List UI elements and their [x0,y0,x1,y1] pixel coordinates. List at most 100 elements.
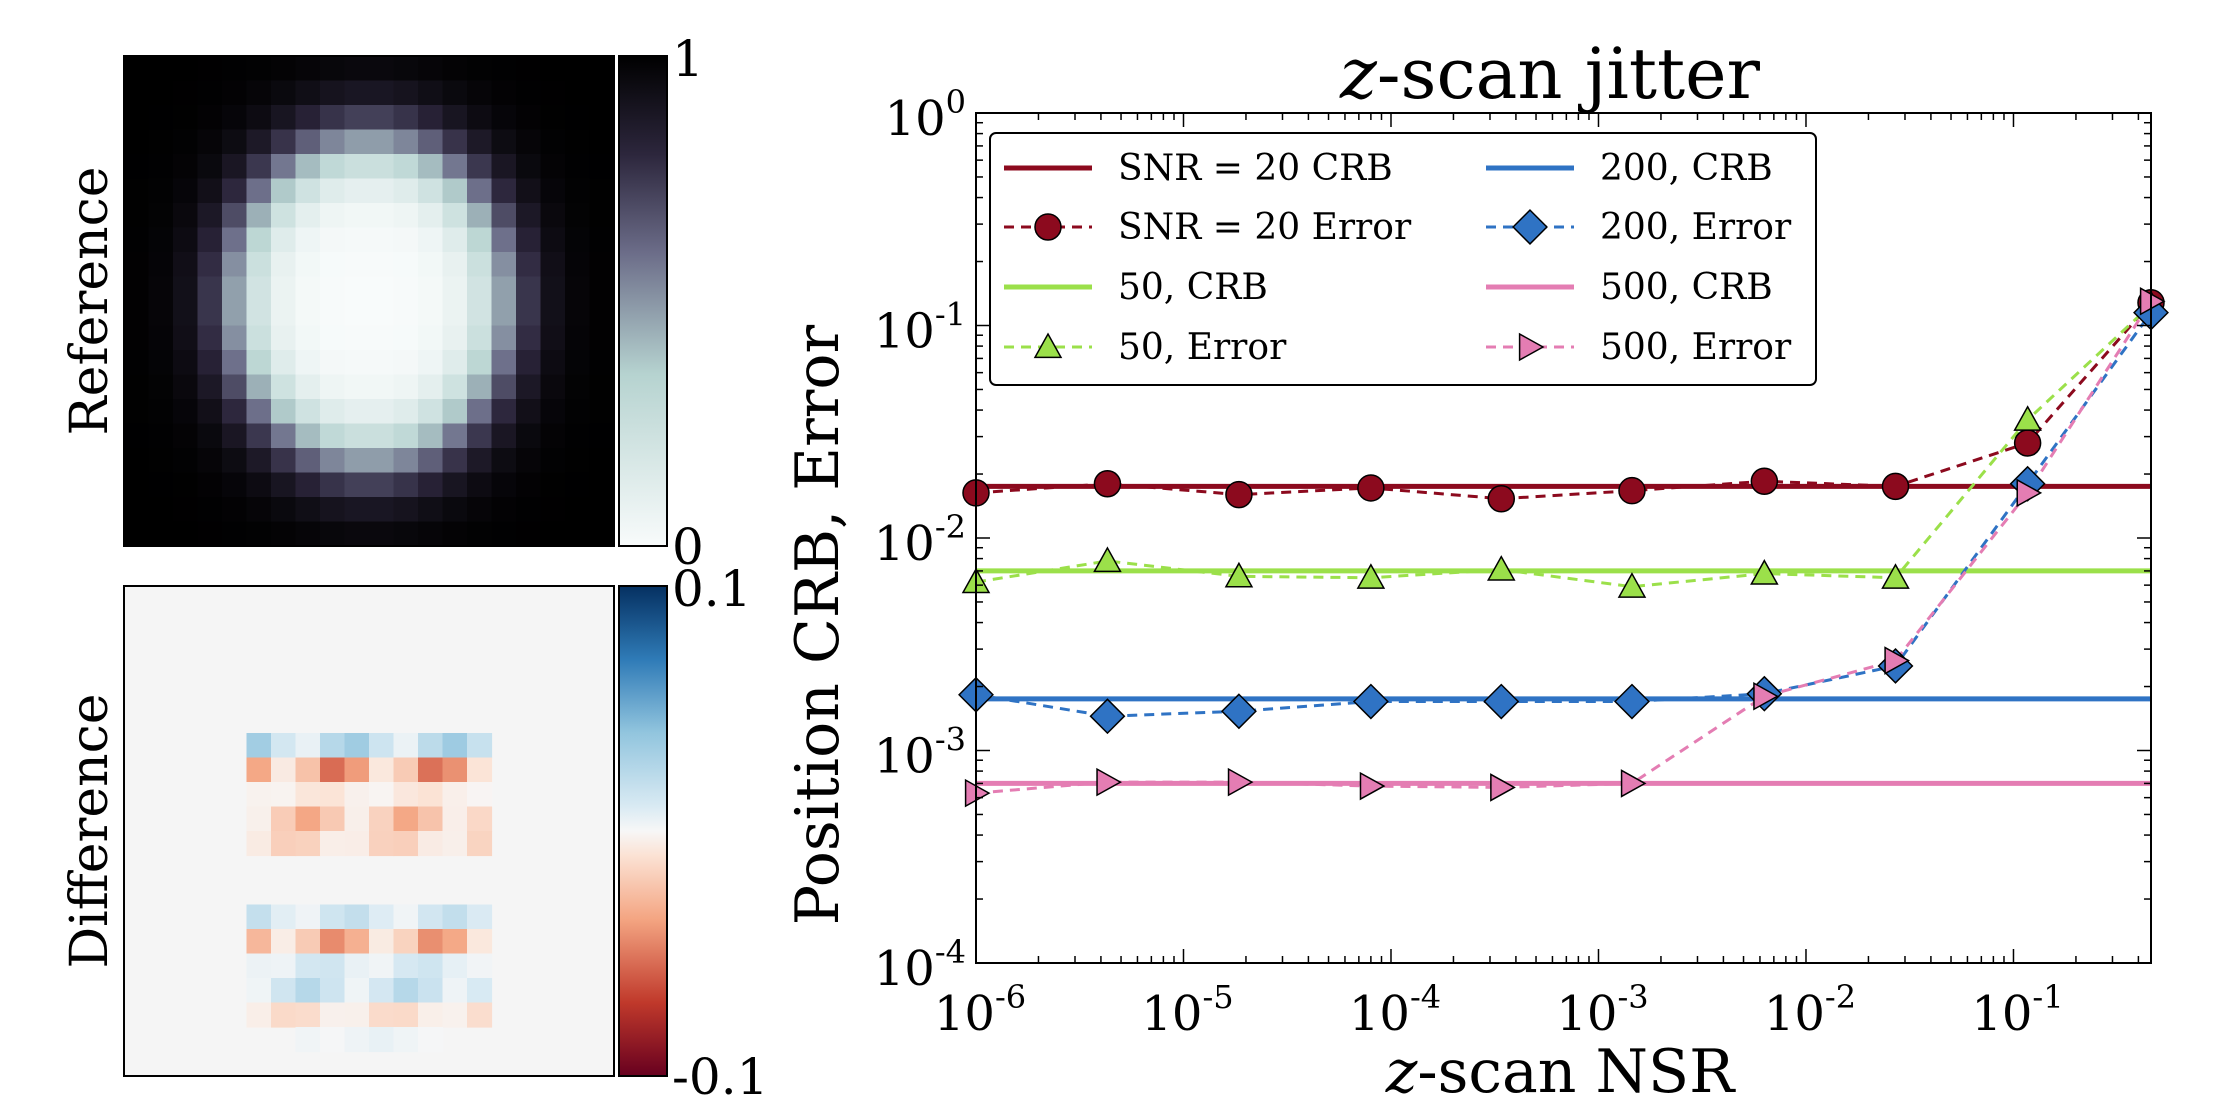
difference-pixel [271,757,297,783]
x-tick-label: 10-4 [1349,978,1441,1042]
reference-pixel [467,350,493,376]
difference-colorbar-max-label: 0.1 [672,560,752,618]
difference-pixel [467,782,493,808]
x-tick-label: 10-2 [1764,978,1856,1042]
reference-pixel [295,129,321,155]
reference-pixel [271,325,297,351]
reference-pixel [516,105,542,131]
difference-pixel [295,929,321,955]
difference-pixel [418,782,444,808]
reference-pixel [148,521,174,547]
reference-pixel [467,227,493,253]
reference-pixel [540,301,566,327]
reference-pixel [369,350,395,376]
reference-pixel [589,129,615,155]
legend-label: SNR = 20 CRB [1118,148,1393,189]
y-tick-label: 10-3 [874,721,966,785]
difference-pixel [393,757,419,783]
difference-pixel [320,1027,346,1053]
reference-pixel [124,80,150,106]
reference-pixel [442,497,468,523]
reference-pixel [124,497,150,523]
reference-pixel [173,350,199,376]
reference-pixel [295,56,321,82]
data-point [1750,559,1779,585]
legend-marker [1034,213,1062,241]
reference-pixel [540,399,566,425]
reference-pixel [320,56,346,82]
data-point [1093,546,1122,573]
difference-pixel [369,904,395,930]
reference-pixel [148,325,174,351]
reference-pixel [246,350,272,376]
reference-pixel [491,497,517,523]
difference-pixel [271,929,297,955]
legend-label: 50, CRB [1118,267,1268,308]
difference-pixel [442,978,468,1004]
reference-pixel [295,423,321,449]
difference-pixel [467,929,493,955]
main-chart: z-scan jitter z-scan NSR Position CRB, E… [783,33,2169,1107]
reference-pixel [589,423,615,449]
difference-pixel [295,1002,321,1028]
data-point [2013,429,2042,457]
y-tick-label: 10-4 [874,933,966,997]
difference-pixel [442,929,468,955]
reference-pixel [124,252,150,278]
reference-pixel [173,301,199,327]
reference-pixel [124,521,150,547]
reference-pixel [246,105,272,131]
legend: SNR = 20 CRB 200, CRB SNR = 20 Error 200, E… [989,132,1817,386]
reference-pixel [344,154,370,180]
reference-pixel [540,448,566,474]
reference-pixel [393,80,419,106]
reference-pixel [197,252,223,278]
reference-pixel [320,105,346,131]
reference-pixel [246,301,272,327]
reference-pixel [197,350,223,376]
data-point [1356,563,1386,589]
reference-pixel [516,80,542,106]
difference-pixel [246,978,272,1004]
reference-pixel [467,203,493,229]
reference-pixel [393,448,419,474]
reference-pixel [442,252,468,278]
reference-pixel [222,80,248,106]
data-point [1227,767,1254,797]
reference-pixel [271,56,297,82]
reference-pixel [516,129,542,155]
reference-pixel [197,521,223,547]
reference-pixel [418,497,444,523]
reference-pixel [540,374,566,400]
difference-pixel [246,831,272,857]
reference-pixel [393,154,419,180]
reference-pixel [344,374,370,400]
reference-pixel [589,472,615,498]
reference-pixel [271,276,297,302]
reference-pixel [271,423,297,449]
reference-pixel [491,252,517,278]
reference-pixel [344,80,370,106]
reference-pixel [124,423,150,449]
reference-pixel [442,521,468,547]
reference-pixel [516,227,542,253]
reference-pixel [124,227,150,253]
reference-pixel [369,129,395,155]
reference-pixel [344,129,370,155]
x-axis-label-italic: z [1385,1037,1418,1107]
reference-pixel [540,56,566,82]
data-point [1359,771,1386,801]
reference-pixel [148,472,174,498]
difference-pixel [271,953,297,979]
reference-pixel [516,276,542,302]
reference-pixel [491,399,517,425]
reference-pixel [197,178,223,204]
reference-pixel [148,350,174,376]
difference-pixel [295,757,321,783]
reference-pixel [418,423,444,449]
reference-pixel [320,276,346,302]
reference-image [124,56,615,547]
reference-pixel [418,203,444,229]
reference-colorbar-min-label: 0 [672,518,704,576]
reference-pixel [369,252,395,278]
